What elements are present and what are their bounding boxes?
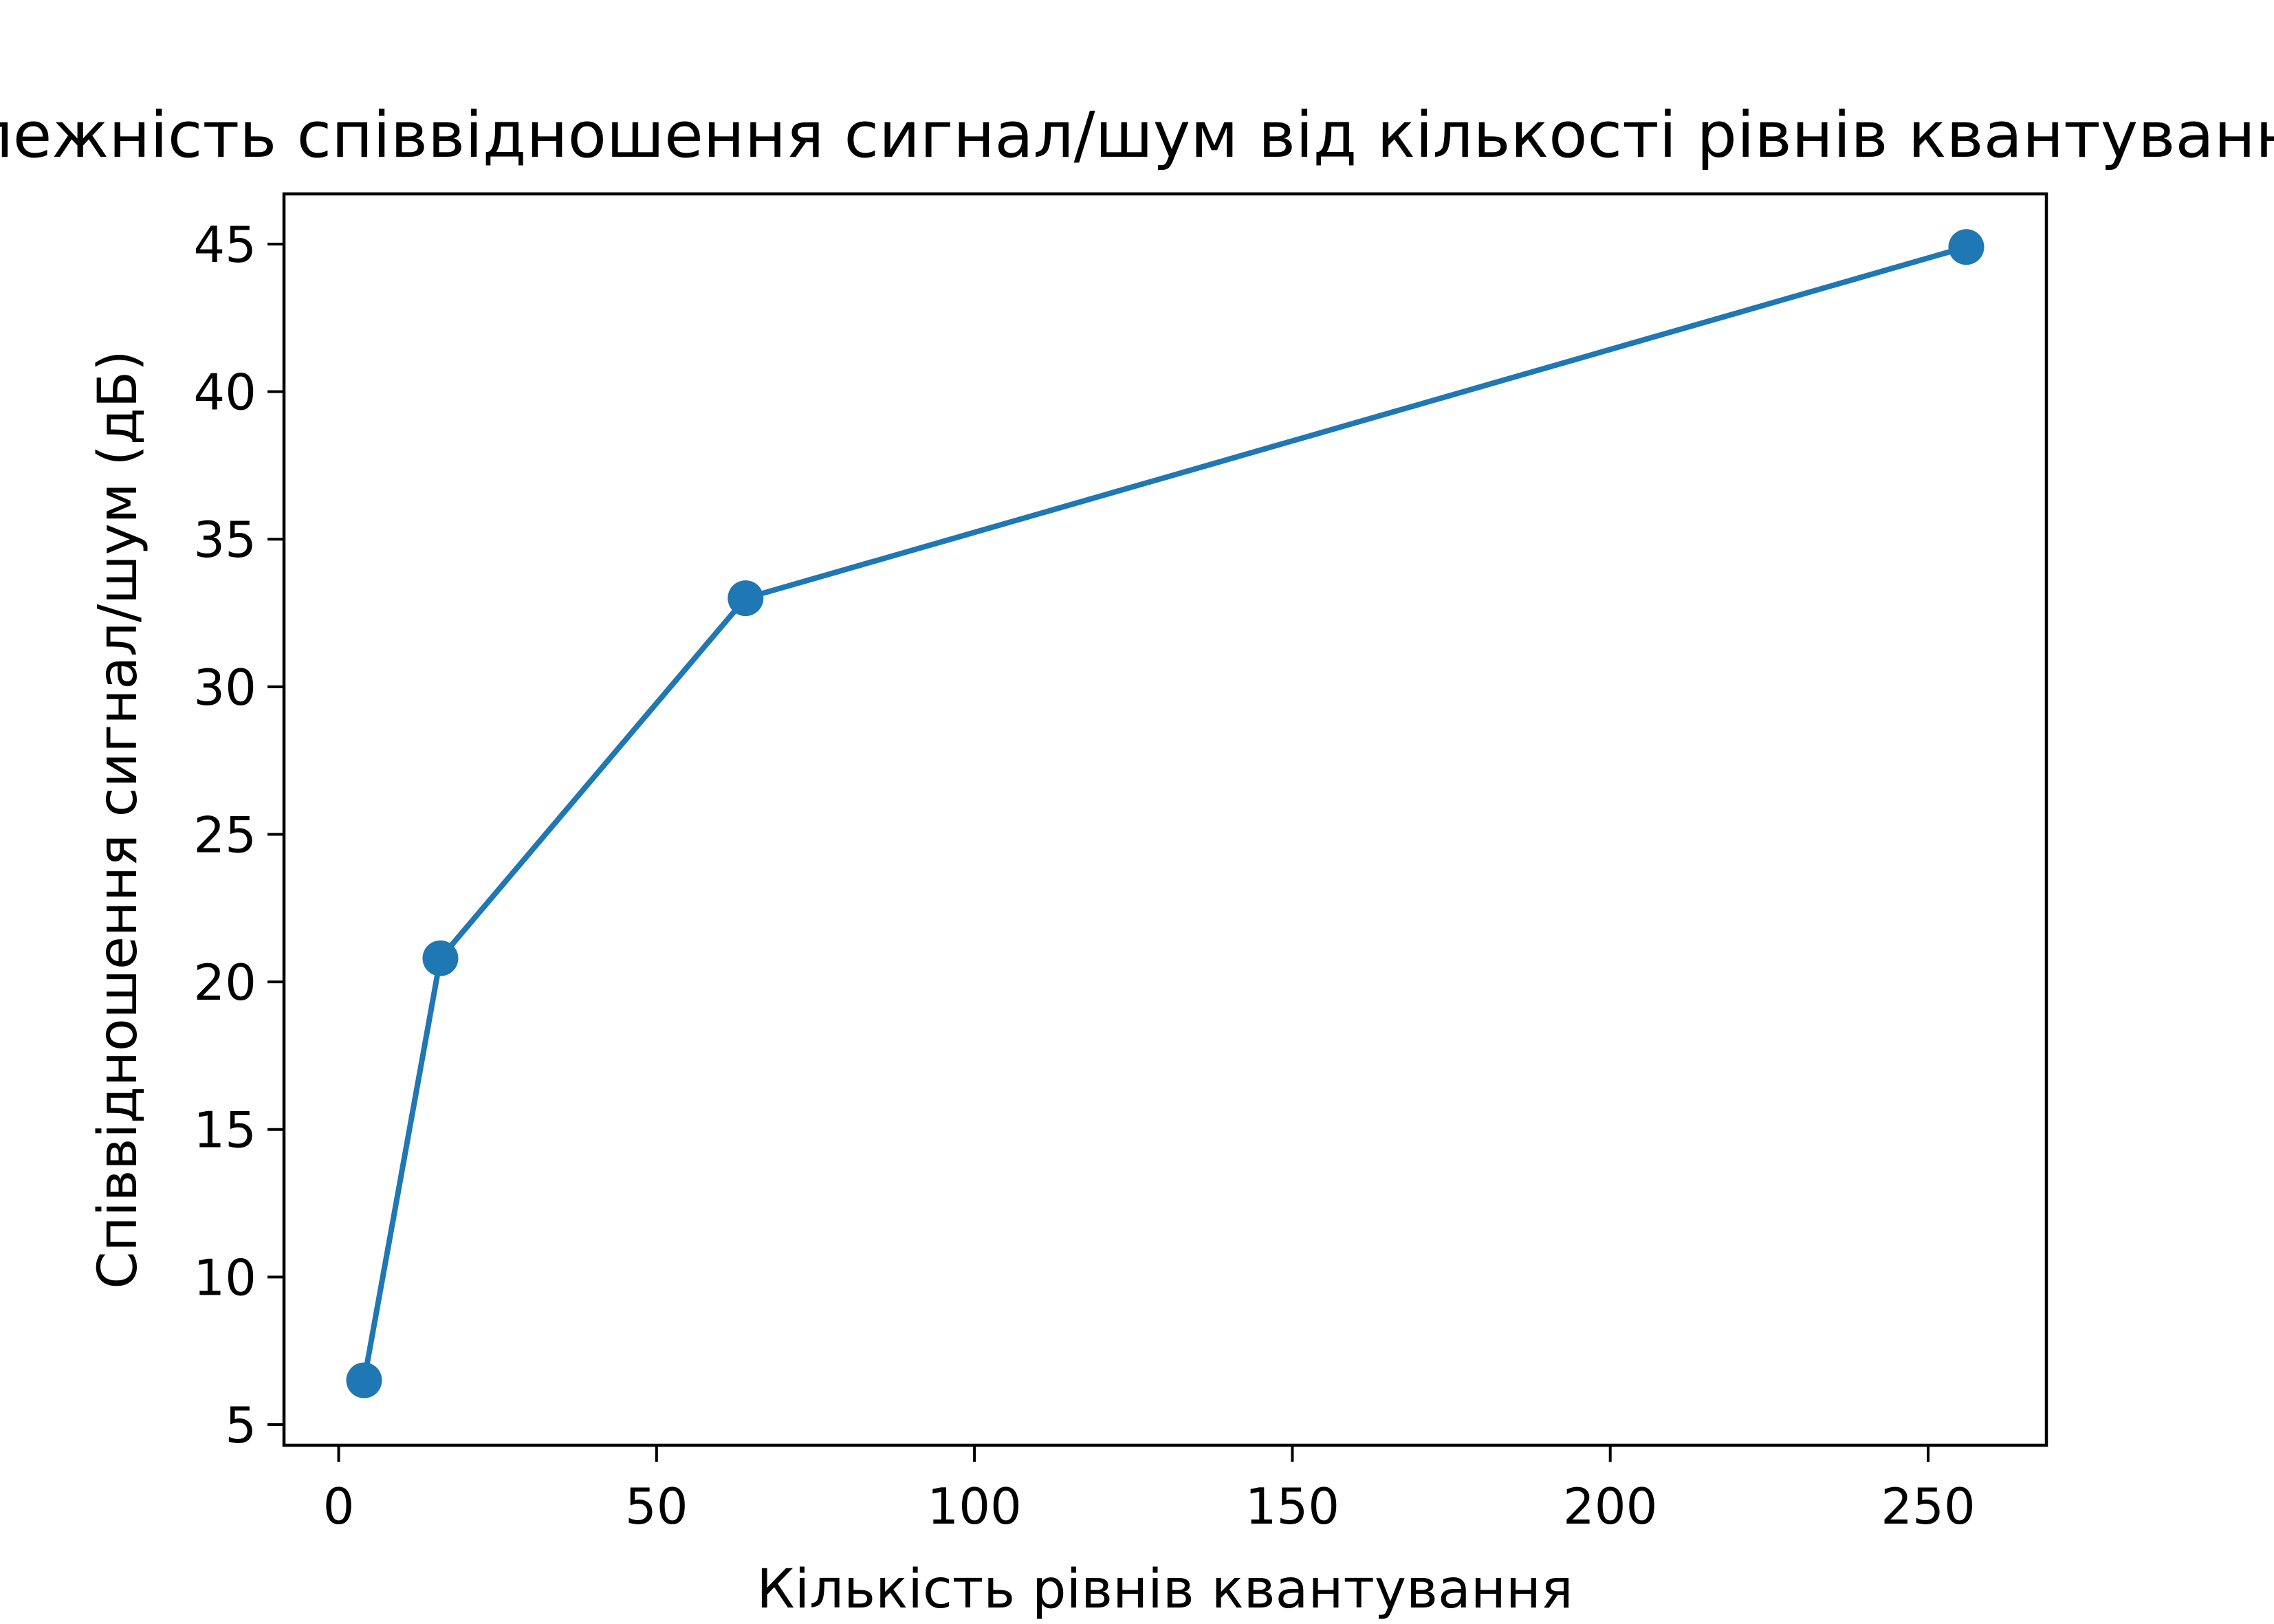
y-tick-label: 45 [193,216,256,274]
x-tick-label: 0 [323,1478,355,1535]
x-tick-label: 200 [1563,1478,1657,1535]
chart-title: Залежність співвідношення сигнал/шум від… [0,98,2274,172]
x-tick-label: 50 [625,1478,688,1535]
y-axis: 5 10 15 20 25 30 35 40 45 [193,216,284,1454]
data-point [1948,229,1985,265]
y-tick-label: 20 [193,954,256,1011]
y-tick-label: 5 [225,1396,256,1454]
y-tick-label: 10 [193,1249,256,1306]
x-axis-title: Кількість рівнів квантування [756,1559,1573,1621]
y-tick-label: 35 [193,511,256,569]
x-axis: 0 50 100 150 200 250 [323,1445,1976,1535]
x-tick-label: 100 [927,1478,1021,1535]
axes-frame [282,192,2048,1447]
y-tick-label: 15 [193,1101,256,1159]
plot-area [346,229,1985,1398]
y-tick-label: 25 [193,806,256,864]
y-tick-label: 30 [193,659,256,716]
data-point [422,940,459,976]
y-axis-title: Співвідношення сигнал/шум (дБ) [87,350,149,1288]
x-tick-label: 250 [1881,1478,1975,1535]
data-point [346,1362,382,1398]
x-tick-label: 150 [1245,1478,1340,1535]
y-tick-label: 40 [193,364,256,421]
data-point [728,580,764,617]
series-line [361,244,1969,1383]
